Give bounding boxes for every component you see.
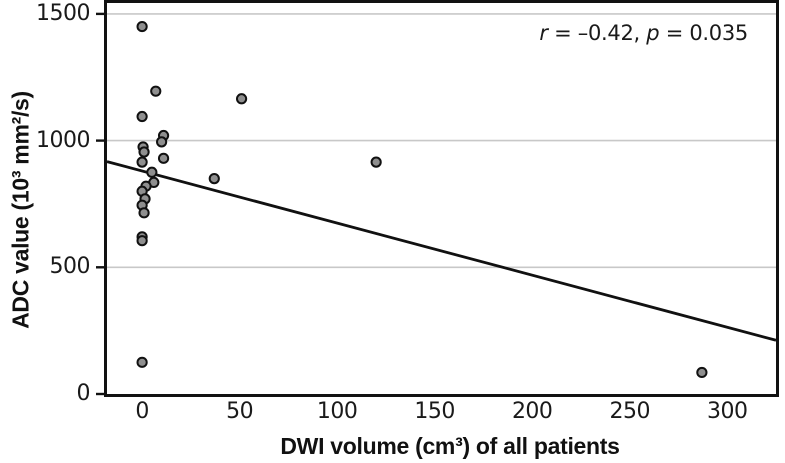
x-axis-title: DWI volume (cm³) of all patients <box>280 433 620 459</box>
x-tick-label: 250 <box>609 399 650 424</box>
scatter-point <box>696 366 708 379</box>
scatter-point <box>156 136 168 148</box>
p-symbol: p <box>646 21 660 45</box>
scatter-point <box>150 85 162 97</box>
y-tick-label: 500 <box>49 254 91 280</box>
scatter-point <box>136 156 148 168</box>
r-symbol: r <box>539 21 548 45</box>
plot-frame <box>104 0 779 397</box>
r-value: = –0.42, <box>547 21 647 45</box>
scatter-point <box>370 156 382 168</box>
scatter-point <box>136 235 148 247</box>
x-tick-label: 100 <box>316 399 358 424</box>
scatter-point <box>138 146 150 158</box>
y-tick-label: 1500 <box>36 0 91 26</box>
scatter-point <box>136 356 148 368</box>
y-axis-title: ADC value (10³ mm²/s) <box>7 91 34 329</box>
scatter-point <box>208 173 220 185</box>
scatter-point <box>146 166 158 178</box>
y-tick-label: 0 <box>76 381 91 406</box>
scatter-point <box>138 207 150 219</box>
x-tick-label: 0 <box>135 399 149 424</box>
scatter-point <box>136 20 148 33</box>
correlation-annotation: r = –0.42, p = 0.035 <box>539 21 748 45</box>
x-tick-label: 200 <box>511 399 553 424</box>
x-tick-label: 300 <box>706 399 748 424</box>
x-tick-label: 50 <box>226 399 254 424</box>
scatter-point <box>136 110 148 123</box>
regression-line <box>106 160 777 342</box>
p-value: = 0.035 <box>659 21 749 45</box>
scatter-point <box>235 93 248 105</box>
y-tick-label: 1000 <box>36 127 91 153</box>
scatter-point <box>157 152 170 164</box>
x-tick-label: 150 <box>414 399 455 424</box>
